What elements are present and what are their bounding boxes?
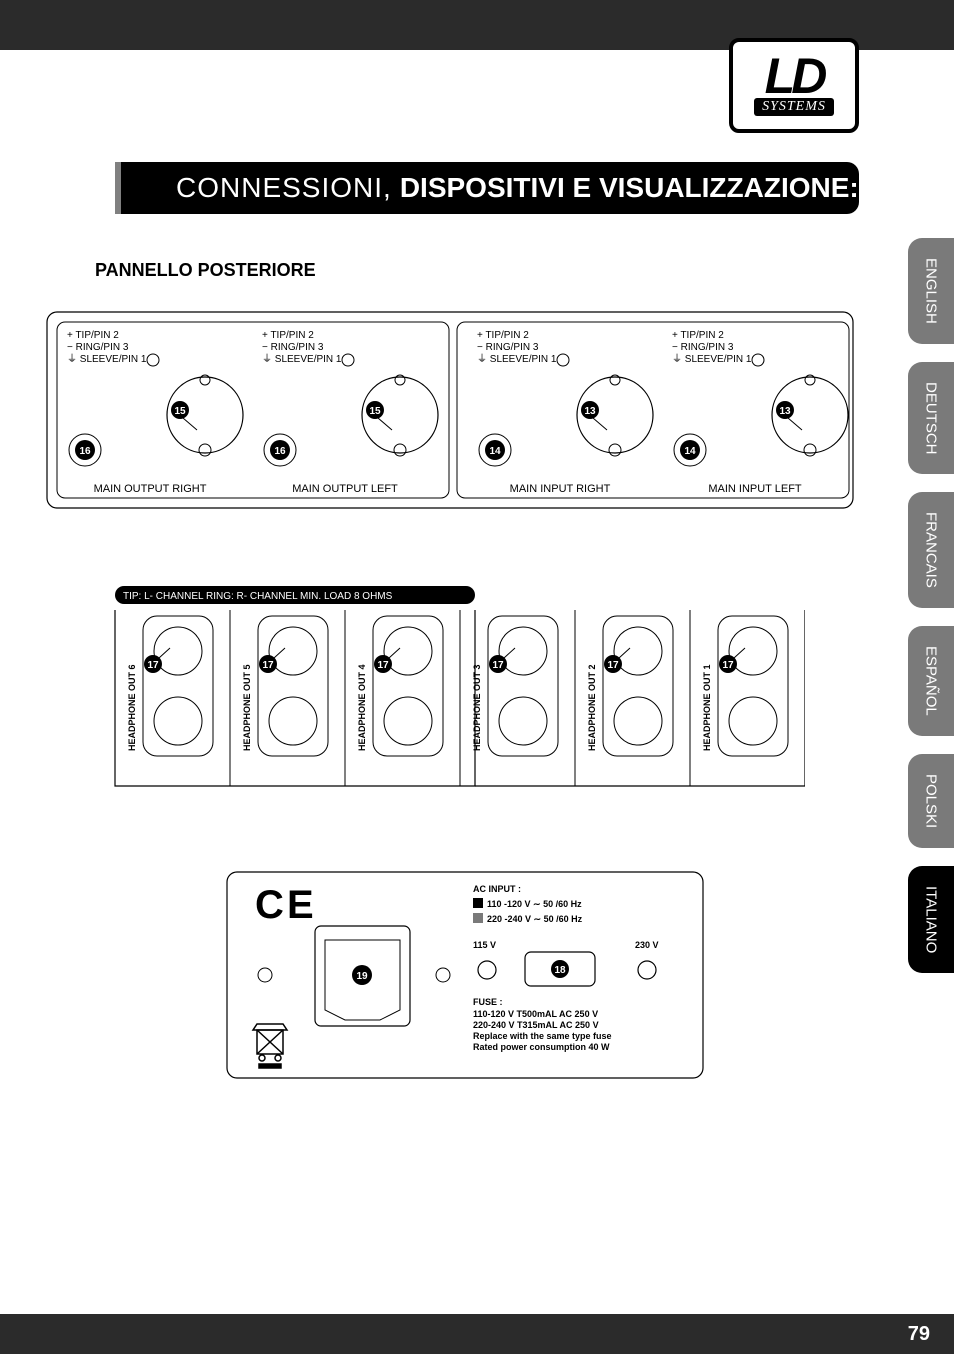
headphone-out-label: HEADPHONE OUT 3 bbox=[472, 664, 482, 751]
callout-17: 17 bbox=[492, 660, 504, 671]
callout-13: 13 bbox=[779, 406, 791, 417]
callout-16: 16 bbox=[274, 446, 286, 457]
panel-headphone-outs-diagram: TIP: L- CHANNEL RING: R- CHANNEL MIN. LO… bbox=[105, 586, 805, 801]
callout-13: 13 bbox=[584, 406, 596, 417]
title-bold: DISPOSITIVI E VISUALIZZAZIONE: bbox=[400, 172, 859, 204]
callout-17: 17 bbox=[607, 660, 619, 671]
fuse-line2: 220-240 V T315mAL AC 250 V bbox=[473, 1020, 599, 1030]
pin-tip-label: + TIP/PIN 2 bbox=[67, 330, 119, 341]
title-light: CONNESSIONI, bbox=[176, 172, 392, 204]
voltage-1: 110 -120 V ∼ 50 /60 Hz bbox=[487, 899, 582, 909]
pin-tip-label: + TIP/PIN 2 bbox=[672, 330, 724, 341]
headphone-out-label: HEADPHONE OUT 1 bbox=[702, 664, 712, 751]
pin-sleeve-label: ⏚ SLEEVE/PIN 1 bbox=[262, 353, 342, 365]
headphone-out-label: HEADPHONE OUT 5 bbox=[242, 664, 252, 751]
panel-ac-input-diagram: C E 19 AC INPUT : 110 -120 V ∼ 50 /60 Hz… bbox=[225, 870, 705, 1085]
pin-ring-label: − RING/PIN 3 bbox=[262, 342, 324, 353]
lang-tab-deutsch[interactable]: DEUTSCH bbox=[908, 362, 954, 475]
main-input-left-label: MAIN INPUT LEFT bbox=[708, 483, 802, 495]
callout-14: 14 bbox=[489, 446, 501, 457]
callout-15: 15 bbox=[369, 406, 381, 417]
pin-sleeve-label: ⏚ SLEEVE/PIN 1 bbox=[477, 353, 557, 365]
callout-17: 17 bbox=[722, 660, 734, 671]
voltage-2: 220 -240 V ∼ 50 /60 Hz bbox=[487, 914, 583, 924]
language-tabs: ENGLISH DEUTSCH FRANCAIS ESPAÑOL POLSKI … bbox=[908, 238, 954, 973]
panel-main-io-diagram: + TIP/PIN 2 − RING/PIN 3 ⏚ SLEEVE/PIN 1 … bbox=[45, 310, 855, 515]
bottom-bar: 79 bbox=[0, 1314, 954, 1354]
ac-input-label: AC INPUT : bbox=[473, 884, 521, 894]
callout-17: 17 bbox=[262, 660, 274, 671]
callout-16: 16 bbox=[79, 446, 91, 457]
section-heading: PANNELLO POSTERIORE bbox=[95, 260, 316, 281]
main-input-right-label: MAIN INPUT RIGHT bbox=[510, 483, 611, 495]
lang-tab-polski[interactable]: POLSKI bbox=[908, 754, 954, 848]
fuse-line4: Rated power consumption 40 W bbox=[473, 1042, 610, 1052]
headphone-out-label: HEADPHONE OUT 4 bbox=[357, 664, 367, 751]
fuse-line1: 110-120 V T500mAL AC 250 V bbox=[473, 1009, 598, 1019]
callout-17: 17 bbox=[377, 660, 389, 671]
pin-tip-label: + TIP/PIN 2 bbox=[477, 330, 529, 341]
brand-logo: LD SYSTEMS bbox=[729, 38, 859, 133]
lang-tab-italiano[interactable]: ITALIANO bbox=[908, 866, 954, 973]
lang-tab-francais[interactable]: FRANCAIS bbox=[908, 492, 954, 608]
headphone-out-label: HEADPHONE OUT 6 bbox=[127, 664, 137, 751]
callout-17: 17 bbox=[147, 660, 159, 671]
v115-label: 115 V bbox=[473, 940, 496, 950]
fuse-label: FUSE : bbox=[473, 997, 503, 1007]
main-output-right-label: MAIN OUTPUT RIGHT bbox=[94, 483, 207, 495]
lang-tab-espanol[interactable]: ESPAÑOL bbox=[908, 626, 954, 736]
pin-sleeve-label: ⏚ SLEEVE/PIN 1 bbox=[672, 353, 752, 365]
pin-sleeve-label: ⏚ SLEEVE/PIN 1 bbox=[67, 353, 147, 365]
pin-ring-label: − RING/PIN 3 bbox=[672, 342, 734, 353]
pin-ring-label: − RING/PIN 3 bbox=[477, 342, 539, 353]
title-bar: CONNESSIONI, DISPOSITIVI E VISUALIZZAZIO… bbox=[115, 162, 859, 214]
ce-mark: C E bbox=[255, 883, 313, 927]
callout-18: 18 bbox=[554, 965, 566, 976]
callout-14: 14 bbox=[684, 446, 696, 457]
pin-ring-label: − RING/PIN 3 bbox=[67, 342, 129, 353]
callout-15: 15 bbox=[174, 406, 186, 417]
headphone-out-label: HEADPHONE OUT 2 bbox=[587, 664, 597, 751]
logo-top: LD bbox=[765, 56, 824, 96]
page-number: 79 bbox=[908, 1323, 930, 1346]
lang-tab-english[interactable]: ENGLISH bbox=[908, 238, 954, 344]
main-output-left-label: MAIN OUTPUT LEFT bbox=[292, 483, 398, 495]
pin-tip-label: + TIP/PIN 2 bbox=[262, 330, 314, 341]
fuse-line3: Replace with the same type fuse bbox=[473, 1031, 612, 1041]
v230-label: 230 V bbox=[635, 940, 659, 950]
headphone-header: TIP: L- CHANNEL RING: R- CHANNEL MIN. LO… bbox=[123, 591, 393, 602]
logo-bottom: SYSTEMS bbox=[754, 98, 834, 116]
callout-19: 19 bbox=[356, 971, 368, 982]
